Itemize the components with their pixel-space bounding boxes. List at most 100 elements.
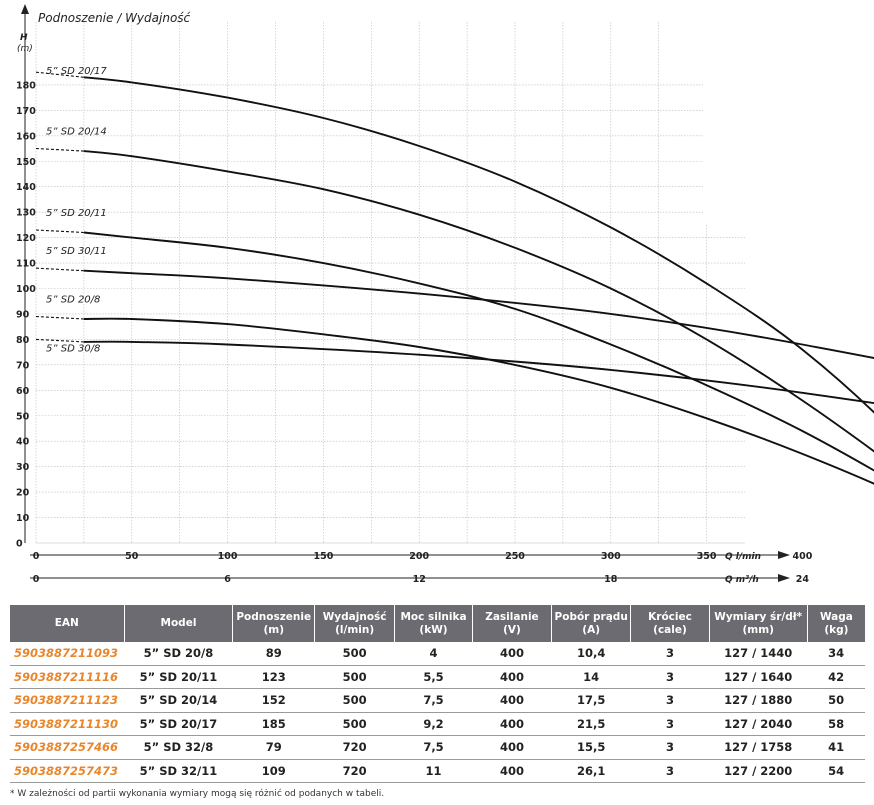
table-row: 5903887211123 5” SD 20/14 152 500 7,5 400 17,5… — [10, 688, 865, 713]
table-header-row: EAN Model Podnoszenie (m) Wydajność (l/min)… — [10, 605, 865, 642]
x-tick-label-primary: 50 — [125, 551, 139, 562]
x-tick-label-primary: 0 — [33, 551, 40, 562]
y-tick-label: 140 — [16, 182, 36, 193]
y-tick-label: 90 — [16, 309, 30, 320]
curve-dashed-start — [35, 147, 84, 152]
table-cell: 10,4 — [551, 642, 631, 666]
table-cell: 3 — [630, 688, 710, 713]
curve-dashed-start — [35, 315, 84, 320]
ean-cell: 5903887211116 — [10, 665, 125, 689]
ean-cell: 5903887211093 — [10, 642, 125, 666]
curve-line — [83, 340, 874, 405]
y-tick-label: 120 — [16, 233, 36, 244]
table-header-cell: Podnoszenie (m) — [232, 605, 316, 642]
table-cell: 3 — [630, 665, 710, 689]
chart-grid — [21, 4, 790, 582]
table-cell: 54 — [807, 759, 865, 783]
x-axis-label-secondary: Q m³/h — [725, 575, 759, 585]
pump-performance-chart: 0102030405060708090100110120130140150160… — [16, 4, 874, 585]
ean-cell: 5903887257466 — [10, 735, 125, 760]
curve-label: 5” SD 20/17 — [46, 66, 107, 77]
table-cell: 3 — [630, 712, 710, 736]
table-cell: 5,5 — [394, 665, 473, 689]
table-cell: 7,5 — [394, 735, 473, 760]
table-cell: 500 — [314, 688, 395, 713]
table-header-cell: EAN — [10, 605, 125, 642]
y-tick-label: 80 — [16, 335, 30, 346]
table-cell: 400 — [472, 688, 552, 713]
x-tick-label-secondary: 0 — [33, 574, 40, 585]
table-header-cell: Króciec (cale) — [630, 605, 710, 642]
table-cell: 50 — [807, 688, 865, 713]
table-cell: 400 — [472, 759, 552, 783]
y-tick-label: 50 — [16, 411, 30, 422]
curve-line — [83, 76, 874, 414]
x-axis-label-primary: Q l/min — [725, 552, 761, 562]
curve-line — [83, 317, 874, 485]
y-tick-label: 30 — [16, 462, 30, 473]
curve-line — [83, 231, 874, 472]
table-header-cell: Wymiary śr/dł* (mm) — [709, 605, 808, 642]
x-tick-label-primary: 200 — [409, 551, 429, 562]
x-tick-label-secondary: 12 — [413, 574, 426, 585]
table-cell: 7,5 — [394, 688, 473, 713]
table-cell: 3 — [630, 642, 710, 666]
y-tick-label: 10 — [16, 513, 30, 524]
table-cell: 5” SD 32/11 — [124, 759, 233, 783]
table-cell: 109 — [232, 759, 315, 783]
table-cell: 123 — [232, 665, 315, 689]
table-header-cell: Model — [124, 605, 234, 642]
curve-dashed-start — [35, 71, 84, 78]
table-cell: 127 / 2040 — [709, 712, 808, 736]
table-cell: 720 — [314, 735, 395, 760]
y-tick-label: 100 — [16, 284, 36, 295]
y-axis-unit: (m) — [17, 44, 33, 54]
y-tick-label: 40 — [16, 437, 30, 448]
table-cell: 127 / 1758 — [709, 735, 808, 760]
table-cell: 17,5 — [551, 688, 631, 713]
table-row: 5903887257473 5” SD 32/11 109 720 11 400 26,1 3… — [10, 759, 865, 783]
table-cell: 41 — [807, 735, 865, 760]
x-tick-label-primary: 400 — [792, 551, 812, 562]
table-cell: 5” SD 20/14 — [124, 688, 233, 713]
chart-text: 0102030405060708090100110120130140150160… — [16, 11, 813, 585]
table-cell: 720 — [314, 759, 395, 783]
footnote: * W zależności od partii wykonania wymia… — [10, 789, 385, 799]
curve-line — [83, 269, 874, 359]
table-cell: 400 — [472, 735, 552, 760]
y-tick-label: 130 — [16, 208, 36, 219]
table-body: 5903887211093 5” SD 20/8 89 500 4 400 10,4 3 127… — [10, 642, 865, 783]
x-tick-label-primary: 250 — [505, 551, 525, 562]
table-cell: 400 — [472, 642, 552, 666]
curve-label: 5” SD 20/14 — [46, 127, 107, 138]
table-row: 5903887211130 5” SD 20/17 185 500 9,2 400 21,5… — [10, 712, 865, 736]
chart-curves — [35, 71, 874, 485]
table-cell: 500 — [314, 712, 395, 736]
x-tick-label-secondary: 6 — [224, 574, 231, 585]
table-row: 5903887257466 5” SD 32/8 79 720 7,5 400 15,5 3 1… — [10, 735, 865, 760]
table-cell: 11 — [394, 759, 473, 783]
y-tick-label: 20 — [16, 488, 30, 499]
x-tick-label-primary: 100 — [218, 551, 238, 562]
curve-line — [83, 150, 874, 453]
y-tick-label: 170 — [16, 106, 36, 117]
table-header-cell: Zasilanie (V) — [472, 605, 553, 642]
table-cell: 89 — [232, 642, 315, 666]
curve-label: 5” SD 20/8 — [46, 294, 100, 305]
curve-dashed-start — [35, 229, 84, 234]
table-cell: 5” SD 20/8 — [124, 642, 233, 666]
curve-label: 5” SD 30/11 — [46, 246, 107, 257]
chart-title: Podnoszenie / Wydajność — [38, 11, 191, 25]
x-tick-label-primary: 150 — [313, 551, 333, 562]
table-cell: 127 / 1640 — [709, 665, 808, 689]
table-cell: 3 — [630, 735, 710, 760]
table-cell: 4 — [394, 642, 473, 666]
table-cell: 400 — [472, 712, 552, 736]
table-cell: 3 — [630, 759, 710, 783]
table-row: 5903887211093 5” SD 20/8 89 500 4 400 10,4 3 127… — [10, 642, 865, 666]
table-cell: 34 — [807, 642, 865, 666]
y-axis-arrow-icon — [21, 4, 29, 14]
table-cell: 185 — [232, 712, 315, 736]
curve-dashed-start — [35, 338, 84, 343]
table-cell: 79 — [232, 735, 315, 760]
